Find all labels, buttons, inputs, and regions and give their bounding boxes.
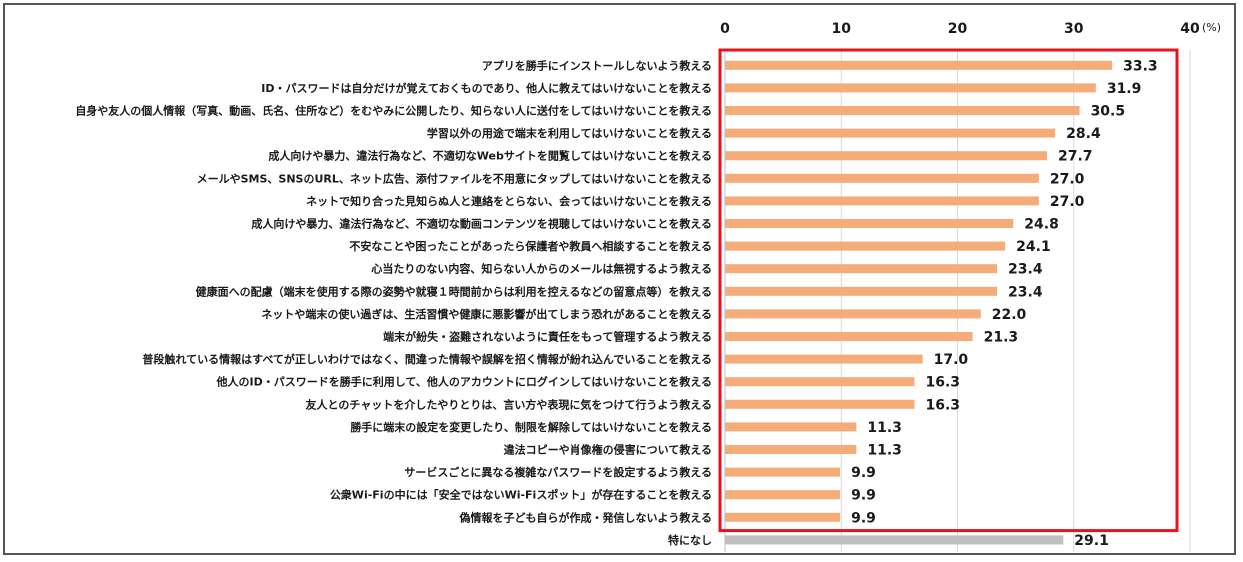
- bar: [725, 490, 841, 500]
- bar: [725, 377, 915, 387]
- value-label: 30.5: [1091, 104, 1126, 120]
- bar: [725, 535, 1064, 545]
- value-label: 22.0: [992, 307, 1027, 323]
- value-label: 9.9: [851, 465, 876, 481]
- x-tick-label: 0: [720, 21, 730, 37]
- value-label: 24.1: [1016, 239, 1051, 255]
- bar: [725, 151, 1048, 161]
- category-label: 普段触れている情報はすべてが正しいわけではなく、間違った情報や誤解を招く情報が紛…: [142, 352, 712, 366]
- category-label: 健康面への配慮（端末を使用する際の姿勢や就寝１時間前からは利用を控えるなどの留意…: [196, 284, 712, 298]
- category-label: 端末が紛失・盗難されないように責任をもって管理するよう教える: [383, 330, 712, 344]
- value-label: 28.4: [1066, 126, 1101, 142]
- category-label: 偽情報を子ども自らが作成・発信しないよう教える: [459, 510, 712, 524]
- bar: [725, 173, 1039, 183]
- value-label: 27.0: [1050, 194, 1085, 210]
- category-label: 勝手に端末の設定を変更したり、制限を解除してはいけないことを教える: [350, 420, 712, 434]
- category-label: 自身や友人の個人情報（写真、動画、氏名、住所など）をむやみに公開したり、知らない…: [75, 104, 712, 118]
- bar: [725, 128, 1056, 138]
- bar: [725, 83, 1096, 93]
- bar: [725, 467, 841, 477]
- bar: [725, 512, 841, 522]
- value-label: 27.0: [1050, 171, 1085, 187]
- value-label: 31.9: [1107, 81, 1142, 97]
- x-tick-label: 20: [948, 21, 968, 37]
- category-label: 違法コピーや肖像権の侵害について教える: [504, 443, 712, 457]
- highlight-box: [718, 48, 1179, 533]
- category-label: 友人とのチャットを介したやりとりは、言い方や表現に気をつけて行うよう教える: [306, 397, 712, 411]
- value-label: 11.3: [867, 420, 902, 436]
- value-label: 16.3: [925, 397, 960, 413]
- value-label: 17.0: [934, 352, 969, 368]
- bar: [725, 445, 857, 454]
- unit-label: (%): [1202, 21, 1221, 34]
- value-label: 21.3: [984, 330, 1019, 346]
- bar: [725, 399, 915, 409]
- x-tick-label: 30: [1064, 21, 1084, 37]
- bar: [725, 309, 981, 319]
- value-label: 16.3: [925, 375, 960, 391]
- bar: [725, 106, 1080, 115]
- category-label: 特になし: [668, 533, 712, 547]
- value-label: 9.9: [851, 510, 876, 526]
- bar: [725, 264, 998, 274]
- x-tick-label: 10: [832, 21, 852, 37]
- value-label: 11.3: [867, 443, 902, 459]
- bar: [725, 241, 1006, 251]
- category-label: 学習以外の用途で端末を利用してはいけないことを教える: [427, 126, 712, 140]
- category-label: 心当たりのない内容、知らない人からのメールは無視するよう教える: [371, 262, 712, 276]
- value-label: 9.9: [851, 488, 876, 504]
- value-label: 23.4: [1008, 284, 1043, 300]
- bar: [725, 219, 1014, 228]
- chart-frame: [3, 3, 1236, 555]
- bar: [725, 60, 1113, 70]
- category-label: ネットで知り合った見知らぬ人と連絡をとらない、会ってはいけないことを教える: [306, 194, 712, 208]
- bar: [725, 354, 923, 364]
- x-tick-label: 40: [1180, 21, 1200, 37]
- category-label: アプリを勝手にインストールしないよう教える: [482, 58, 712, 72]
- category-label: メールやSMS、SNSのURL、ネット広告、添付ファイルを不用意にタップしてはい…: [197, 171, 712, 185]
- value-label: 23.4: [1008, 262, 1043, 278]
- category-label: ネットや端末の使い過ぎは、生活習慣や健康に悪影響が出てしまう恐れがあることを教え…: [261, 307, 712, 321]
- value-label: 24.8: [1024, 217, 1059, 233]
- category-label: サービスごとに異なる複雑なパスワードを設定するよう教える: [404, 465, 712, 479]
- bar: [725, 196, 1039, 206]
- category-label: 成人向けや暴力、違法行為など、不適切なWebサイトを閲覧してはいけないことを教え…: [268, 149, 712, 163]
- category-label: 公衆Wi-Fiの中には「安全ではないWi-Fiスポット」が存在することを教える: [330, 488, 712, 502]
- value-label: 27.7: [1058, 149, 1093, 165]
- bar: [725, 422, 857, 432]
- category-label: 他人のID・パスワードを勝手に利用して、他人のアカウントにログインしてはいけない…: [216, 375, 712, 389]
- category-label: 成人向けや暴力、違法行為など、不適切な動画コンテンツを視聴してはいけないことを教…: [251, 217, 712, 231]
- category-label: 不安なことや困ったことがあったら保護者や教員へ相談することを教える: [349, 239, 712, 253]
- bar: [725, 332, 973, 341]
- value-label: 33.3: [1123, 58, 1158, 74]
- bar: [725, 286, 998, 296]
- category-label: ID・パスワードは自分だけが覚えておくものであり、他人に教えてはいけないことを教…: [261, 81, 712, 95]
- value-label: 29.1: [1074, 533, 1109, 549]
